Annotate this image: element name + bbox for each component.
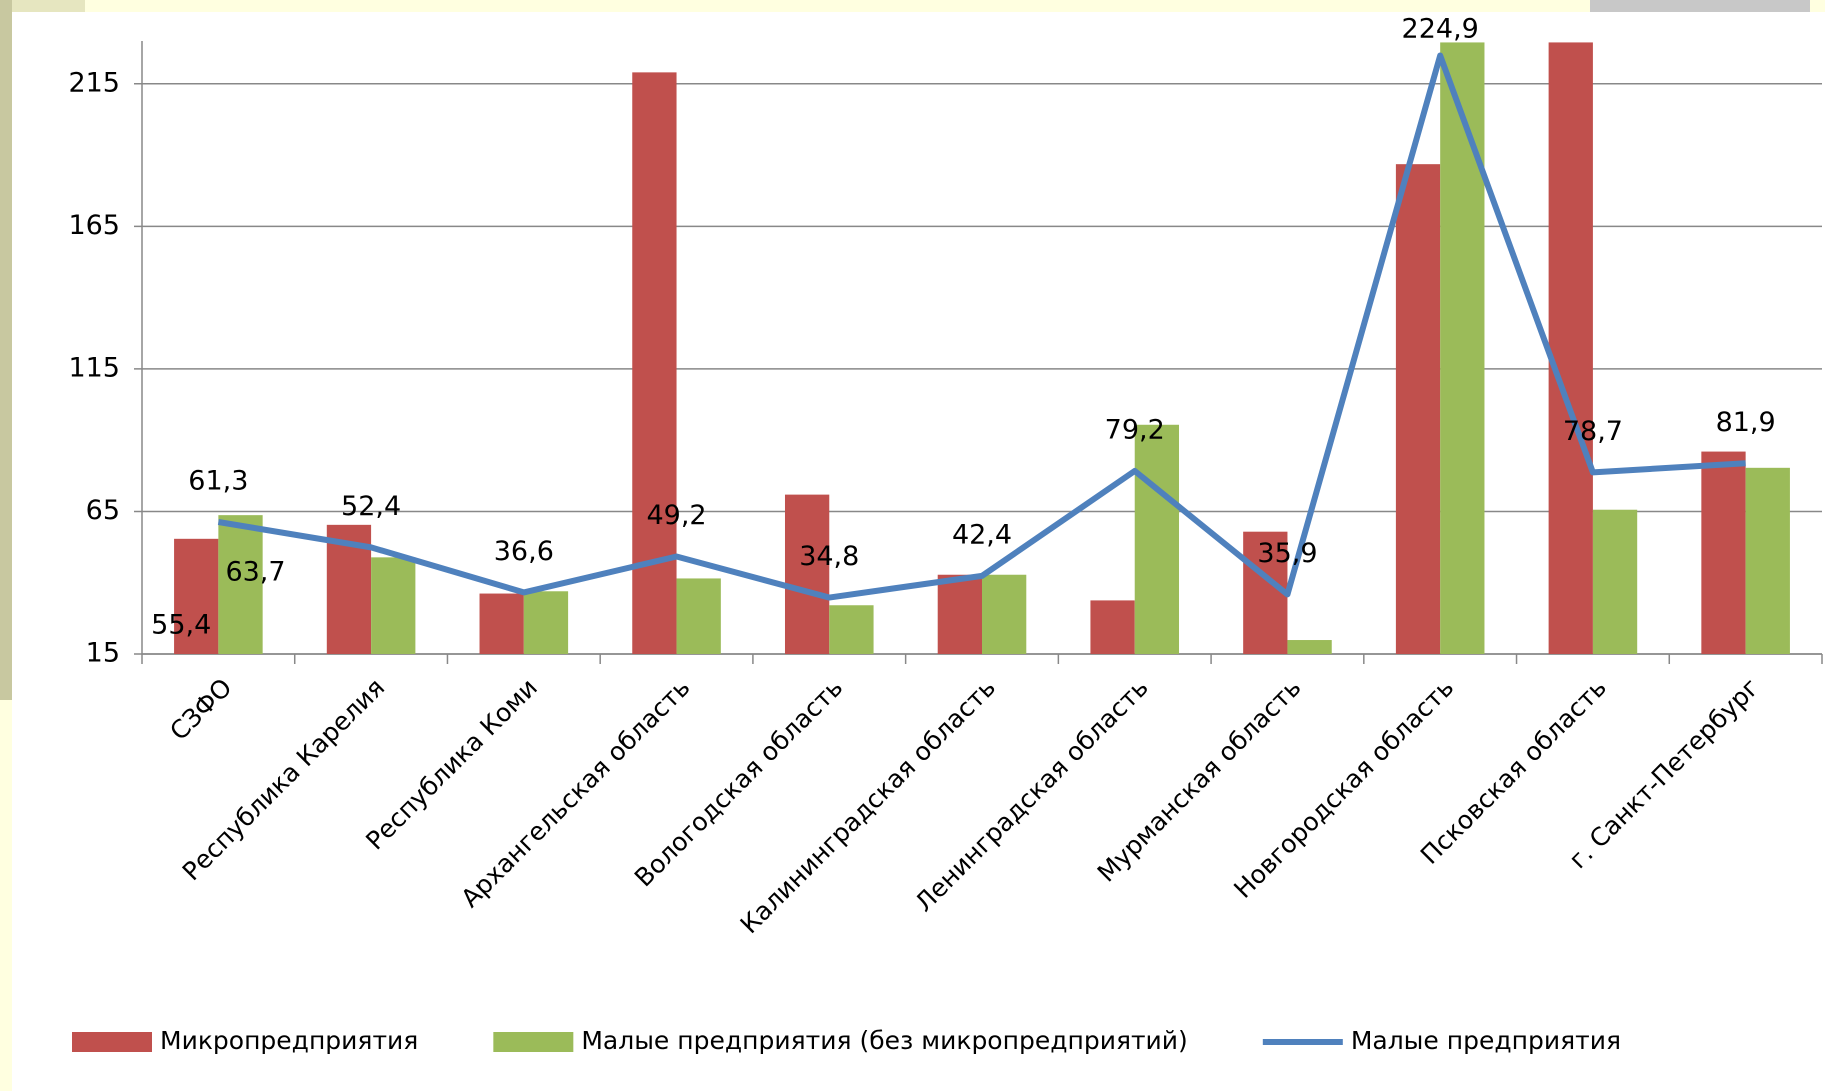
data-label: 52,4 (341, 491, 401, 522)
left-band-low (0, 700, 12, 1091)
bar (1395, 164, 1441, 654)
bar (829, 605, 874, 654)
y-tick-label: 165 (68, 210, 120, 241)
bar (1701, 451, 1746, 654)
data-label: 42,4 (952, 519, 1012, 550)
line (217, 52, 1746, 601)
bar (1440, 42, 1485, 654)
bar (523, 591, 569, 654)
data-label: 63,7 (225, 557, 285, 588)
data-label: 61,3 (188, 465, 248, 496)
bar (1592, 509, 1638, 654)
bar (1134, 424, 1180, 654)
x-tick-label: Калининградская область (735, 673, 1002, 940)
data-label: 35,9 (1257, 538, 1317, 569)
legend-label: Микропредприятия (160, 1026, 418, 1055)
data-label: 34,8 (799, 541, 859, 572)
bar (1548, 42, 1593, 654)
legend-label: Малые предприятия (без микропредприятий) (581, 1026, 1187, 1055)
data-label: 224,9 (1402, 14, 1479, 45)
data-label: 55,4 (151, 610, 211, 641)
data-label: 79,2 (1105, 414, 1165, 445)
top-band-corner (0, 0, 85, 12)
y-tick-label: 215 (68, 67, 120, 98)
y-tick-label: 115 (68, 352, 120, 383)
bar (676, 578, 721, 654)
bar (1287, 640, 1332, 654)
left-band (0, 0, 12, 700)
top-band (0, 0, 1825, 12)
data-label: 78,7 (1563, 416, 1623, 447)
y-tick-label: 65 (86, 495, 120, 526)
bar (1745, 467, 1790, 654)
bar (1243, 531, 1288, 654)
top-band-right (1590, 0, 1810, 12)
bar (174, 538, 219, 654)
legend-swatch (493, 1032, 574, 1052)
data-label: 49,2 (646, 500, 706, 531)
bar (1090, 600, 1135, 654)
bar (218, 515, 263, 654)
data-label: 81,9 (1716, 407, 1776, 438)
data-label: 36,6 (494, 536, 554, 567)
y-tick-label: 15 (86, 638, 120, 669)
legend-label: Малые предприятия (1351, 1026, 1621, 1055)
bar (982, 574, 1027, 654)
x-tick-label: СЗФО (164, 673, 237, 746)
x-tick-label: Республика Коми (360, 673, 543, 856)
bar (479, 593, 524, 654)
legend-swatch (72, 1032, 152, 1052)
bar (371, 557, 416, 654)
bar (937, 574, 982, 654)
bar (784, 494, 830, 654)
